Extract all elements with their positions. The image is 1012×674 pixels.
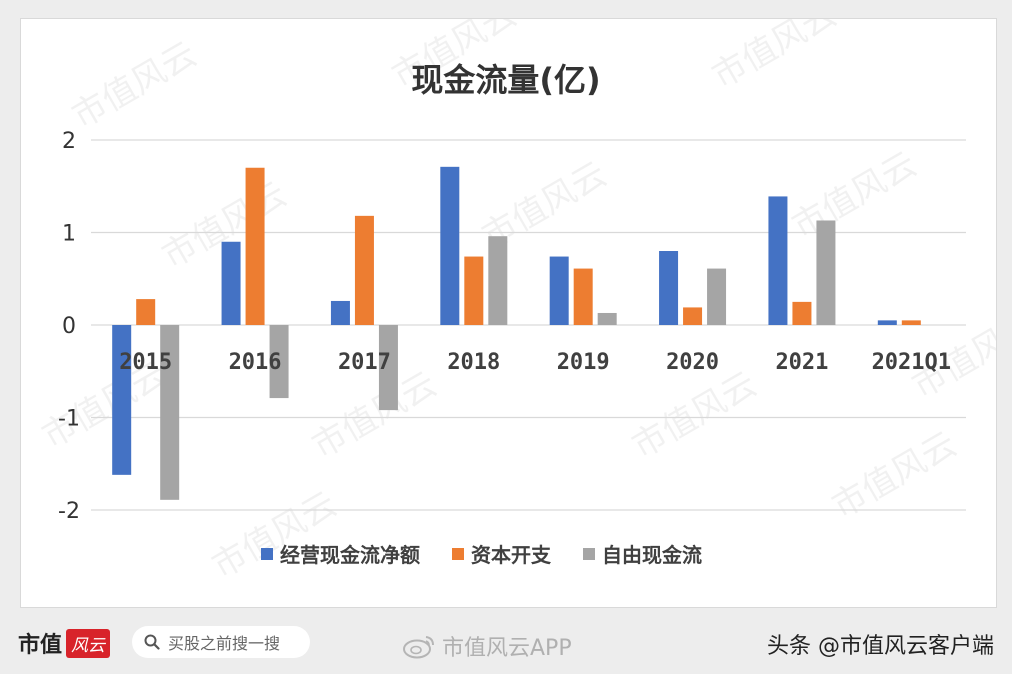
x-tick-label: 2020 (666, 350, 719, 375)
watermark-text: 市值风云 (66, 34, 204, 137)
x-tick-label: 2019 (557, 350, 610, 375)
bar-2019-series-3 (597, 312, 617, 325)
legend-swatch (452, 548, 464, 560)
toutiao-attribution: 头条 @市值风云客户端 (767, 634, 994, 659)
bar-2019-series-1 (549, 256, 569, 325)
legend: 经营现金流净额 资本开支 自由现金流 (261, 543, 702, 567)
bar-2021-series-2 (792, 301, 812, 325)
x-tick-label: 2018 (447, 350, 500, 375)
x-axis: 2015 2016 2017 2018 2019 2020 2021 2021Q1 (119, 350, 951, 375)
weibo-icon (403, 636, 434, 659)
bar-2015-series-2 (136, 299, 156, 325)
watermark-text: 市值风云 (306, 364, 444, 467)
legend-swatch (583, 548, 595, 560)
x-tick-label: 2016 (229, 350, 282, 375)
search-icon (144, 634, 160, 650)
search-placeholder: 买股之前搜一搜 (168, 634, 281, 653)
bars (112, 166, 921, 500)
brand-stamp: 风云 (66, 628, 111, 658)
watermark-text: 市值风云 (626, 364, 764, 467)
legend-label: 自由现金流 (602, 543, 702, 567)
bar-2018-series-3 (488, 236, 508, 325)
weibo-text: 市值风云APP (442, 636, 572, 661)
bar-2015-series-3 (160, 325, 180, 500)
y-tick-label: -1 (58, 407, 80, 432)
legend-label: 资本开支 (471, 543, 552, 567)
bar-2018-series-2 (464, 256, 484, 325)
bar-2016-series-2 (245, 167, 265, 325)
bar-2017-series-1 (330, 300, 350, 325)
y-axis: 2 1 0 -1 -2 (58, 129, 80, 524)
watermark-text: 市值风云 (786, 144, 924, 247)
y-tick-label: 0 (62, 314, 76, 339)
y-tick-label: 1 (62, 222, 76, 247)
brand-logo: 市值 风云 (18, 626, 111, 660)
x-tick-label: 2015 (119, 350, 172, 375)
weibo-watermark: 市值风云APP (402, 630, 572, 662)
brand-name: 市值 (18, 633, 63, 658)
bar-2020-series-1 (659, 251, 679, 325)
search-box[interactable]: 买股之前搜一搜 (132, 626, 310, 658)
watermark-text: 市值风云 (826, 424, 964, 527)
bar-2017-series-2 (354, 215, 374, 325)
legend-swatch (261, 548, 273, 560)
bar-2016-series-3 (269, 325, 289, 399)
bar-2020-series-3 (707, 268, 727, 325)
bar-2015-series-1 (112, 325, 132, 475)
y-tick-label: 2 (62, 129, 76, 154)
chart-card: 市值风云 市值风云 市值风云 市值风云 市值风云 市值风云 市值风云 市值风云 市值风云 市值风云… (20, 18, 997, 608)
watermark-text: 市值风云 (706, 19, 844, 97)
footer-bar: 市值 风云 买股之前搜一搜 市值风云APP 头条 @市值风云客户端 (0, 612, 1012, 674)
bar-2021q1-series-2 (901, 320, 921, 325)
y-tick-label: -2 (58, 499, 80, 524)
bar-2021-series-1 (768, 196, 788, 325)
x-tick-label: 2017 (338, 350, 391, 375)
legend-label: 经营现金流净额 (280, 543, 420, 567)
bar-2016-series-1 (221, 241, 241, 325)
bar-2017-series-3 (378, 325, 398, 411)
watermark-text: 市值风云 (206, 484, 344, 587)
x-tick-label: 2021Q1 (872, 350, 951, 375)
bar-2018-series-1 (440, 166, 460, 325)
chart-title: 现金流量(亿) (411, 61, 600, 99)
bar-2020-series-2 (683, 307, 703, 325)
x-tick-label: 2021 (775, 350, 828, 375)
bar-2021q1-series-1 (877, 320, 897, 325)
bar-2021-series-3 (816, 220, 836, 325)
bar-2019-series-2 (573, 268, 593, 325)
